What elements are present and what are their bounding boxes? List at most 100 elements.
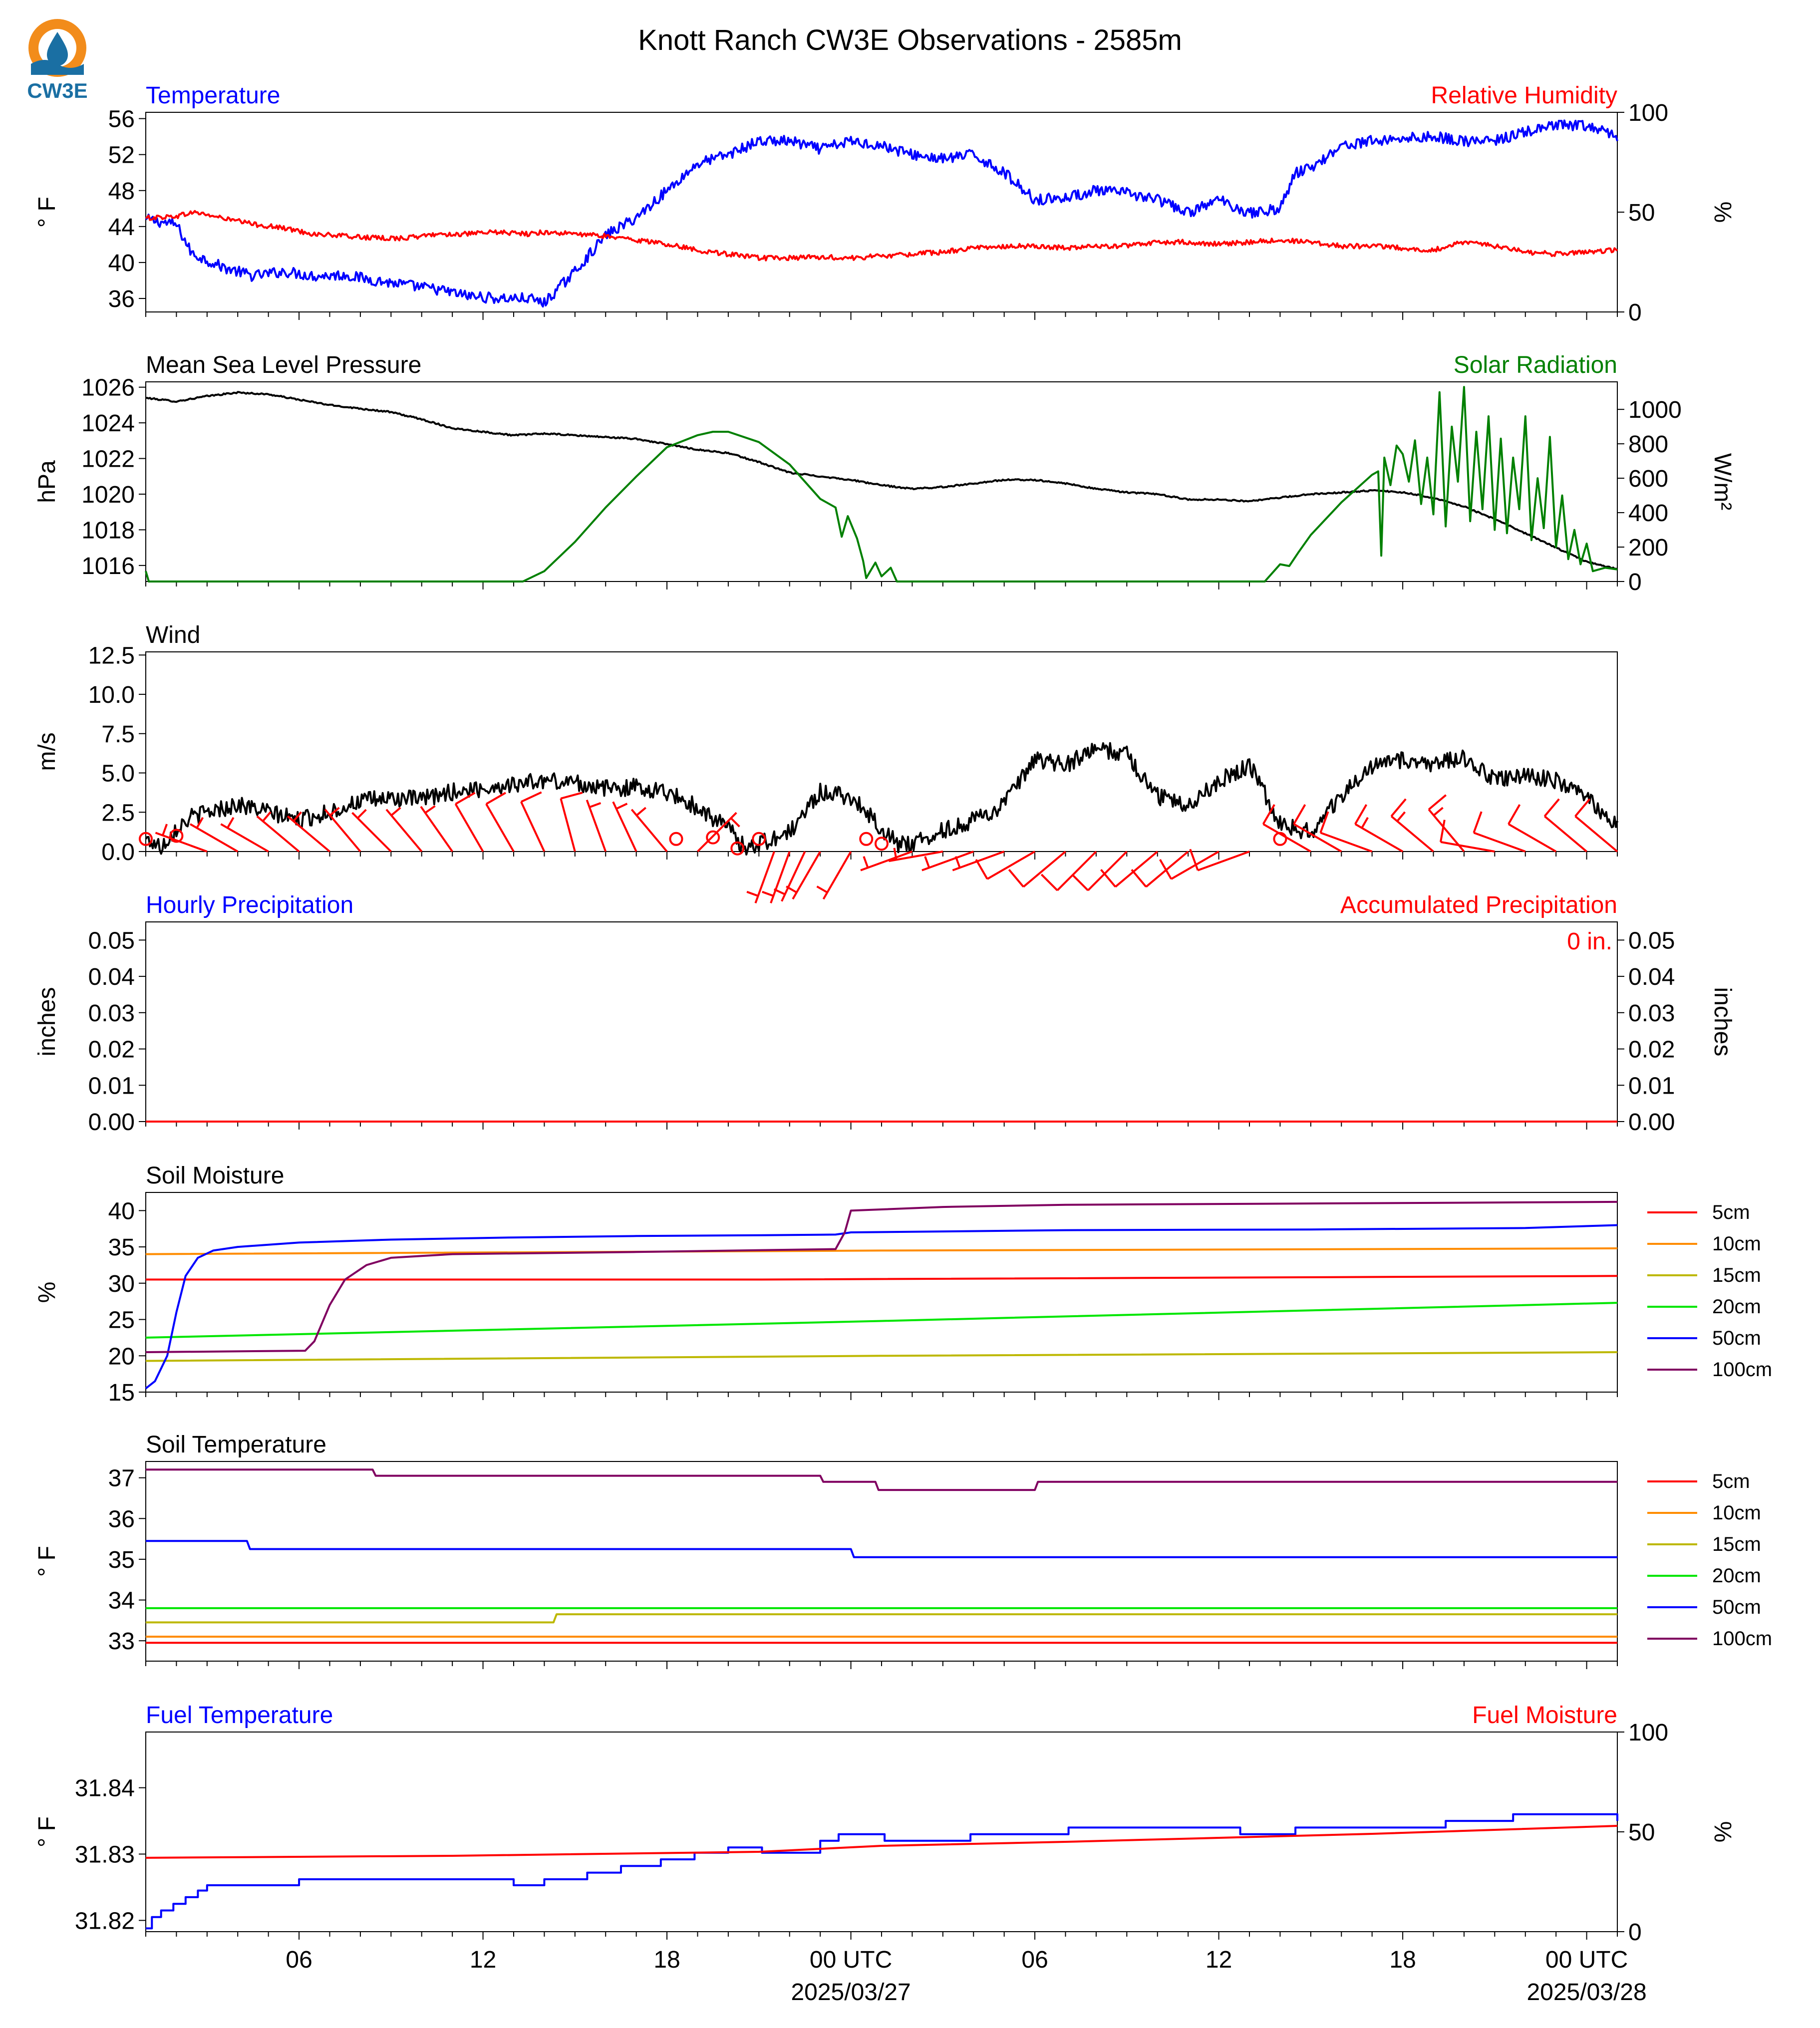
panels-group: Temperature Relative Humidity 36 40 44 48 52 56… xyxy=(34,82,1772,2006)
wind-barb-staff xyxy=(754,851,775,904)
wind-barb-half-flag xyxy=(635,807,646,817)
wind-barb-staff xyxy=(1390,815,1434,853)
series-line xyxy=(146,391,1618,570)
wind-barb-flag xyxy=(1159,859,1173,879)
y-tick-label-right: 0.03 xyxy=(1628,1000,1675,1027)
wind-barb-staff xyxy=(1440,841,1495,853)
wind-barb-staff xyxy=(324,809,361,853)
series-line-100cm xyxy=(145,1200,1618,1353)
wind-barb-flag xyxy=(1293,804,1306,825)
wind-barb-half-flag xyxy=(390,807,401,817)
wind-barb-staff xyxy=(612,801,637,852)
wind-barb-staff xyxy=(1320,832,1373,853)
plot-frame xyxy=(145,1192,1618,1393)
wind-barb-staff xyxy=(1197,851,1250,871)
y-tick-label-left: 0.04 xyxy=(88,964,135,990)
wind-barb-half-flag xyxy=(773,888,786,895)
wind-barb-flag xyxy=(1574,798,1591,817)
panel-title-right: Accumulated Precipitation xyxy=(1340,892,1617,918)
x-tick-label: 06 xyxy=(1021,1947,1048,1973)
x-tick-label: 00 UTC xyxy=(1545,1947,1628,1973)
wind-barb-flag xyxy=(1440,820,1446,843)
y-axis-label-left: m/s xyxy=(34,732,60,771)
panel-title-left: Temperature xyxy=(146,82,280,109)
legend-entry: 10cm xyxy=(1712,1233,1761,1255)
wind-barb-flag xyxy=(1473,811,1483,834)
panel-title-left: Hourly Precipitation xyxy=(146,892,353,918)
wind-barb-flag xyxy=(1354,804,1368,825)
wind-barb-half-flag xyxy=(196,817,204,829)
panel-wind: Wind 0.0 2.5 5.0 7.5 10.0 12.5 m/s xyxy=(34,622,1618,904)
y-tick-label-left: 1020 xyxy=(81,482,135,508)
plot-frame xyxy=(145,1732,1618,1932)
y-axis-label-left: ° F xyxy=(34,1546,60,1577)
wind-barb-staff xyxy=(1473,832,1526,853)
chart-title: Knott Ranch CW3E Observations - 2585m xyxy=(638,24,1182,56)
series-line-10cm xyxy=(145,1247,1618,1255)
legend-entry: 20cm xyxy=(1712,1296,1761,1318)
wind-barb-staff xyxy=(1354,823,1404,853)
y-tick-label-right: 0 xyxy=(1628,299,1642,326)
x-tick-label: 18 xyxy=(653,1947,680,1973)
wind-barb-staff xyxy=(1056,851,1097,891)
wind-barb-flag xyxy=(1071,873,1089,891)
series-line-15cm xyxy=(146,1613,1617,1624)
wind-barb-staff xyxy=(189,823,239,853)
wind-calm-marker xyxy=(706,830,720,845)
wind-barb-staff xyxy=(1262,823,1311,853)
y-tick-label-left: 35 xyxy=(108,1234,135,1261)
x-tick-label: 12 xyxy=(1206,1947,1232,1973)
legend-entry: 100cm xyxy=(1712,1359,1772,1381)
legend-entry: 100cm xyxy=(1712,1628,1772,1650)
y-tick-label-right: 100 xyxy=(1628,100,1668,126)
legend-entry: 15cm xyxy=(1712,1533,1761,1555)
y-tick-label-left: 0.01 xyxy=(88,1073,135,1099)
y-tick-label-left: 31.82 xyxy=(75,1908,135,1934)
y-tick-label-left: 0.03 xyxy=(88,1000,135,1027)
wind-barb-half-flag xyxy=(589,802,602,808)
wind-barb-half-flag xyxy=(746,890,759,897)
y-tick-label-left: 2.5 xyxy=(101,800,135,826)
wind-barb-half-flag xyxy=(357,809,367,819)
wind-barb-staff xyxy=(986,851,1036,880)
y-axis-label-right: % xyxy=(1709,1821,1736,1843)
panel-precip: Hourly Precipitation Accumulated Precipit… xyxy=(34,892,1736,1136)
wind-barb-flag xyxy=(560,792,583,800)
wind-barb-staff xyxy=(770,851,791,904)
y-tick-label-left: 56 xyxy=(108,106,135,133)
series-line xyxy=(145,386,1618,582)
y-tick-label-left: 44 xyxy=(108,214,135,241)
legend-entry: 10cm xyxy=(1712,1502,1761,1524)
y-tick-label-right: 0.00 xyxy=(1628,1109,1675,1136)
wind-barb-staff xyxy=(860,851,913,871)
wind-calm-marker xyxy=(669,832,683,846)
wind-barb-half-flag xyxy=(1433,807,1444,817)
plot-frame xyxy=(145,1461,1618,1662)
wind-barb-staff xyxy=(781,851,806,902)
x-date-label: 2025/03/28 xyxy=(1526,1979,1646,2006)
y-tick-label-left: 31.83 xyxy=(75,1842,135,1868)
wind-barb-flag xyxy=(1131,869,1147,887)
y-tick-label-left: 1022 xyxy=(81,446,135,473)
wind-barb-staff xyxy=(420,806,453,853)
logo-text: CW3E xyxy=(27,79,87,102)
series-line-50cm xyxy=(146,1540,1617,1558)
wind-barb-flag xyxy=(455,792,476,805)
series-line-100cm xyxy=(146,1468,1617,1491)
wind-barb-staff xyxy=(1115,851,1159,888)
panel-soil_temp: Soil Temperature 33 34 35 36 37 ° F 5cm 10cm 15cm… xyxy=(34,1432,1772,1669)
legend-entry: 5cm xyxy=(1712,1201,1750,1223)
y-tick-label-right: 1000 xyxy=(1628,397,1682,423)
wind-calm-marker xyxy=(169,829,184,843)
y-tick-label-left: 20 xyxy=(108,1343,135,1370)
y-axis-label-right: W/m² xyxy=(1709,453,1736,511)
y-tick-label-right: 400 xyxy=(1628,500,1668,527)
y-tick-label-left: 12.5 xyxy=(88,642,135,669)
legend-entry: 5cm xyxy=(1712,1470,1750,1492)
wind-barb-half-flag xyxy=(786,885,797,893)
wind-barb-staff xyxy=(1574,815,1618,853)
wind-barb-staff xyxy=(1508,823,1557,853)
y-tick-label-left: 0.00 xyxy=(88,1109,135,1136)
y-axis-label-right: % xyxy=(1709,202,1736,223)
